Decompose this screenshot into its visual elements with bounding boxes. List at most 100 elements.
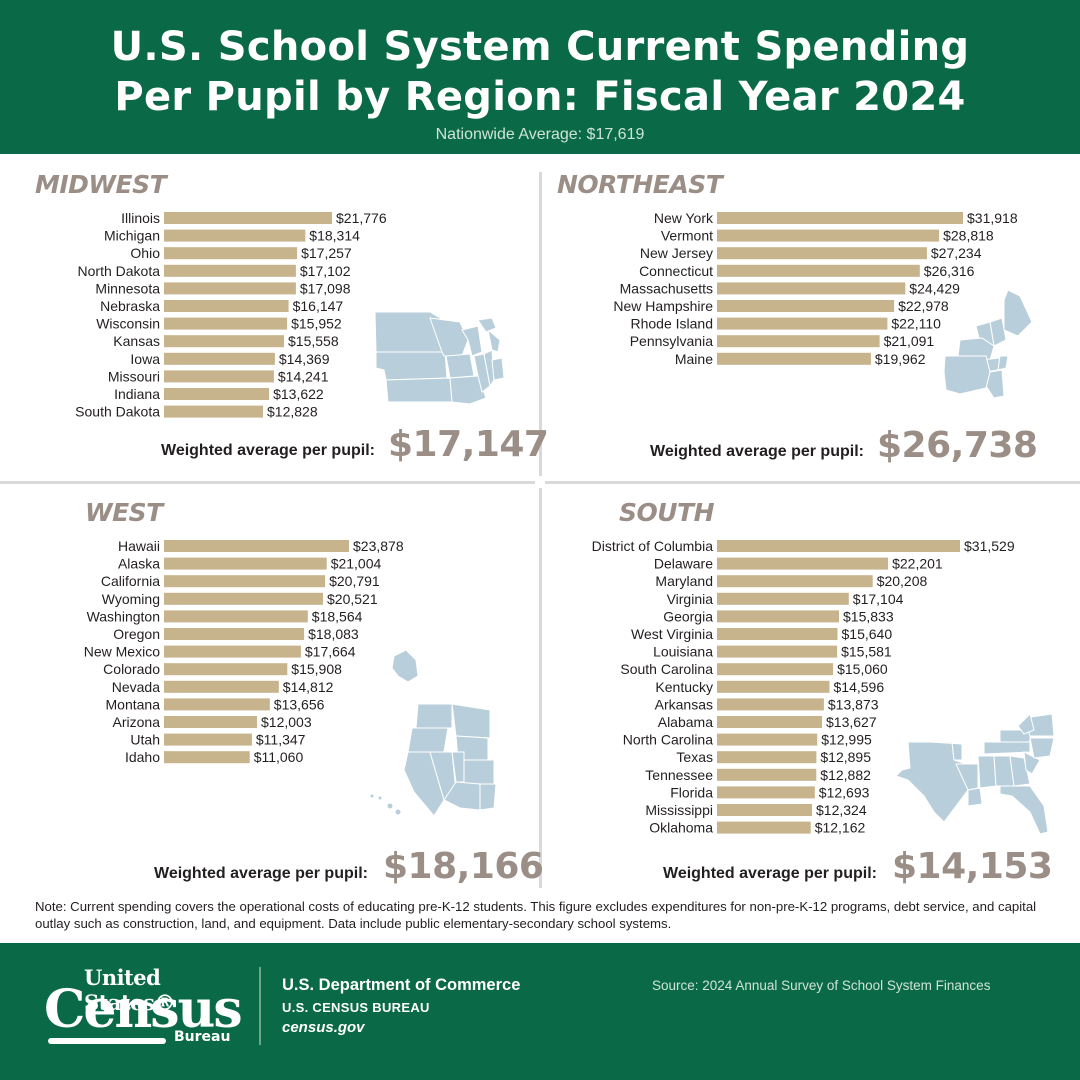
south-category-label-north-carolina: North Carolina <box>623 732 713 748</box>
region-title-midwest: MIDWEST <box>35 170 167 199</box>
northeast-category-label-connecticut: Connecticut <box>639 263 713 279</box>
west-bar-utah <box>164 733 252 746</box>
south-average-label: Weighted average per pupil: <box>663 865 877 882</box>
northeast-panel: NORTHEAST New York $31,918 Vermont $28,818 N… <box>0 0 1080 480</box>
midwest-average-value: $17,147 <box>388 424 549 465</box>
logo-census: Census <box>44 979 243 1040</box>
west-category-label-idaho: Idaho <box>125 749 160 765</box>
west-category-label-colorado: Colorado <box>103 661 160 677</box>
west-bar-chart: Hawaii $23,878 Alaska $21,004 California $20,… <box>84 538 497 817</box>
midwest-value-label-michigan: $18,314 <box>309 228 360 244</box>
horizontal-divider-right <box>545 481 1080 484</box>
midwest-value-label-illinois: $21,776 <box>336 210 387 226</box>
midwest-category-label-minnesota: Minnesota <box>95 280 160 296</box>
west-bar-colorado <box>164 663 288 676</box>
midwest-category-label-ohio: Ohio <box>130 245 160 261</box>
midwest-value-label-north-dakota: $17,102 <box>300 263 351 279</box>
west-bar-washington <box>164 610 308 623</box>
south-category-label-south-carolina: South Carolina <box>620 661 713 677</box>
nationwide-average: Nationwide Average: $17,619 <box>435 126 645 143</box>
west-value-label-idaho: $11,060 <box>254 749 304 765</box>
midwest-bar-illinois <box>164 212 332 224</box>
midwest-value-label-iowa: $14,369 <box>279 351 330 367</box>
south-bar-virginia <box>717 592 849 605</box>
south-value-label-mississippi: $12,324 <box>816 802 867 818</box>
midwest-bar-minnesota <box>164 282 296 295</box>
south-category-label-arkansas: Arkansas <box>655 696 713 712</box>
northeast-category-label-rhode-island: Rhode Island <box>630 316 713 332</box>
northeast-category-label-pennsylvania: Pennsylvania <box>630 333 713 349</box>
northeast-bar-maine <box>717 352 871 365</box>
west-value-label-hawaii: $23,878 <box>353 538 404 554</box>
midwest-bar-nebraska <box>164 300 289 312</box>
northeast-category-label-new-york: New York <box>654 210 714 226</box>
logo-united-states: United States® <box>84 965 175 1015</box>
title-line-1: U.S. School System Current Spending <box>110 24 970 70</box>
northeast-value-label-new-hampshire: $22,978 <box>898 298 949 314</box>
header-banner: U.S. School System Current Spending Per … <box>0 0 1080 154</box>
midwest-bar-kansas <box>164 335 284 348</box>
south-value-label-kentucky: $14,596 <box>834 679 885 695</box>
census-bureau-logo[interactable]: United States® Census Bureau <box>44 965 244 1065</box>
region-title-west: WEST <box>85 498 163 527</box>
south-bar-texas <box>717 751 817 764</box>
page-title: U.S. School System Current Spending Per … <box>0 0 1080 122</box>
midwest-value-label-indiana: $13,622 <box>273 386 324 402</box>
northeast-value-label-massachusetts: $24,429 <box>909 280 960 296</box>
midwest-category-label-north-dakota: North Dakota <box>78 263 161 279</box>
south-bar-oklahoma <box>717 821 811 834</box>
west-category-label-washington: Washington <box>87 608 160 624</box>
website-link[interactable]: census.gov <box>282 1019 365 1036</box>
west-bar-montana <box>164 698 270 711</box>
midwest-value-label-nebraska: $16,147 <box>293 298 344 314</box>
west-category-label-montana: Montana <box>106 696 161 712</box>
midwest-category-label-nebraska: Nebraska <box>100 298 160 314</box>
south-value-label-tennessee: $12,882 <box>820 767 871 783</box>
west-value-label-oregon: $18,083 <box>308 626 359 642</box>
south-bar-north-carolina <box>717 733 818 746</box>
west-bar-california <box>164 575 326 588</box>
west-value-label-arizona: $12,003 <box>261 714 312 730</box>
west-bar-idaho <box>164 751 250 764</box>
south-bar-georgia <box>717 610 839 623</box>
south-category-label-oklahoma: Oklahoma <box>649 820 713 836</box>
south-value-label-virginia: $17,104 <box>853 591 904 607</box>
northeast-value-label-connecticut: $26,316 <box>924 263 975 279</box>
west-category-label-wyoming: Wyoming <box>102 591 160 607</box>
south-bar-maryland <box>717 575 873 588</box>
west-value-label-utah: $11,347 <box>256 732 306 748</box>
south-category-label-georgia: Georgia <box>663 608 713 624</box>
south-value-label-district-of-columbia: $31,529 <box>964 538 1015 554</box>
logo-bureau: Bureau <box>174 1029 231 1045</box>
south-bar-south-carolina <box>717 663 834 676</box>
midwest-map-icon <box>374 311 505 405</box>
south-bar-delaware <box>717 557 889 570</box>
northeast-bar-massachusetts <box>717 282 906 295</box>
south-value-label-west-virginia: $15,640 <box>842 626 893 642</box>
region-title-south: SOUTH <box>619 498 715 527</box>
horizontal-divider-left <box>0 481 535 484</box>
south-category-label-delaware: Delaware <box>654 556 713 572</box>
south-category-label-louisiana: Louisiana <box>653 644 713 660</box>
west-bar-new-mexico <box>164 645 301 658</box>
midwest-value-label-south-dakota: $12,828 <box>267 404 318 420</box>
south-category-label-florida: Florida <box>670 784 713 800</box>
west-average-label: Weighted average per pupil: <box>154 865 368 882</box>
south-bar-alabama <box>717 716 822 728</box>
south-bar-arkansas <box>717 698 824 711</box>
south-value-label-georgia: $15,833 <box>843 608 894 624</box>
west-category-label-california: California <box>101 573 160 589</box>
northeast-average-value: $26,738 <box>877 425 1038 466</box>
west-bar-hawaii <box>164 540 349 552</box>
south-average-value: $14,153 <box>892 846 1053 887</box>
midwest-value-label-ohio: $17,257 <box>301 245 352 261</box>
south-value-label-south-carolina: $15,060 <box>837 661 888 677</box>
midwest-category-label-iowa: Iowa <box>130 351 160 367</box>
west-value-label-california: $20,791 <box>329 573 380 589</box>
northeast-category-label-new-jersey: New Jersey <box>640 245 713 261</box>
west-value-label-washington: $18,564 <box>312 608 363 624</box>
vertical-divider-bottom <box>539 488 542 888</box>
west-category-label-nevada: Nevada <box>112 679 160 695</box>
south-bar-tennessee <box>717 768 817 781</box>
